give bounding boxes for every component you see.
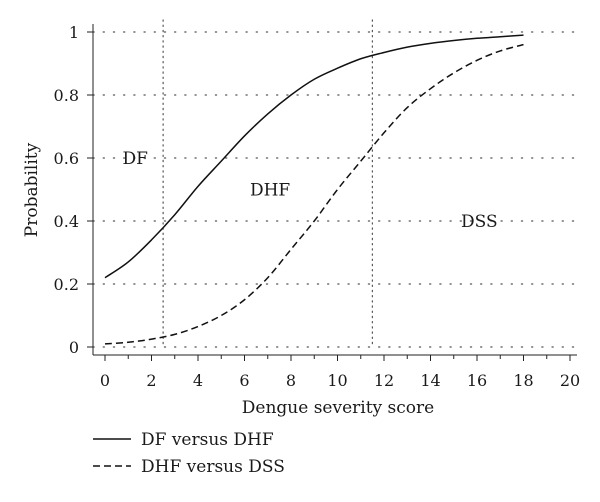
grid <box>92 31 578 348</box>
y-tick-label: 0.6 <box>54 149 79 168</box>
x-tick-label: 16 <box>467 371 487 390</box>
y-tick-label: 1 <box>69 23 79 42</box>
x-tick-label: 18 <box>513 371 533 390</box>
region-label-dhf: DHF <box>250 181 290 201</box>
y-tick-label: 0.4 <box>54 212 79 231</box>
y-axis-label: Probability <box>22 142 42 237</box>
x-tick-label: 20 <box>560 371 580 390</box>
x-tick-label: 6 <box>239 371 249 390</box>
y-tick-label: 0.2 <box>54 275 79 294</box>
series-line-1 <box>104 43 524 345</box>
legend-label-0: DF versus DHF <box>141 430 274 450</box>
x-tick-label: 12 <box>374 371 394 390</box>
x-tick-label: 14 <box>420 371 440 390</box>
region-labels: DF DHF DSS <box>123 149 498 232</box>
legend: DF versus DHF DHF versus DSS <box>93 430 285 477</box>
region-label-df: DF <box>123 149 149 169</box>
x-axis-label: Dengue severity score <box>242 398 434 418</box>
region-label-dss: DSS <box>461 212 498 232</box>
x-tick-label: 0 <box>100 371 110 390</box>
axes <box>92 24 577 356</box>
x-axis-ticks: 0 2 4 6 8 10 12 14 16 18 20 <box>100 355 580 390</box>
y-tick-label: 0.8 <box>54 86 79 105</box>
x-tick-label: 4 <box>193 371 203 390</box>
x-tick-label: 8 <box>286 371 296 390</box>
y-tick-label: 0 <box>69 338 79 357</box>
y-axis-ticks: 0 0.2 0.4 0.6 0.8 1 <box>54 23 93 357</box>
legend-label-1: DHF versus DSS <box>141 457 285 477</box>
x-tick-label: 2 <box>146 371 156 390</box>
series-group <box>104 34 524 345</box>
x-tick-label: 10 <box>327 371 347 390</box>
series-line-0 <box>104 34 524 279</box>
